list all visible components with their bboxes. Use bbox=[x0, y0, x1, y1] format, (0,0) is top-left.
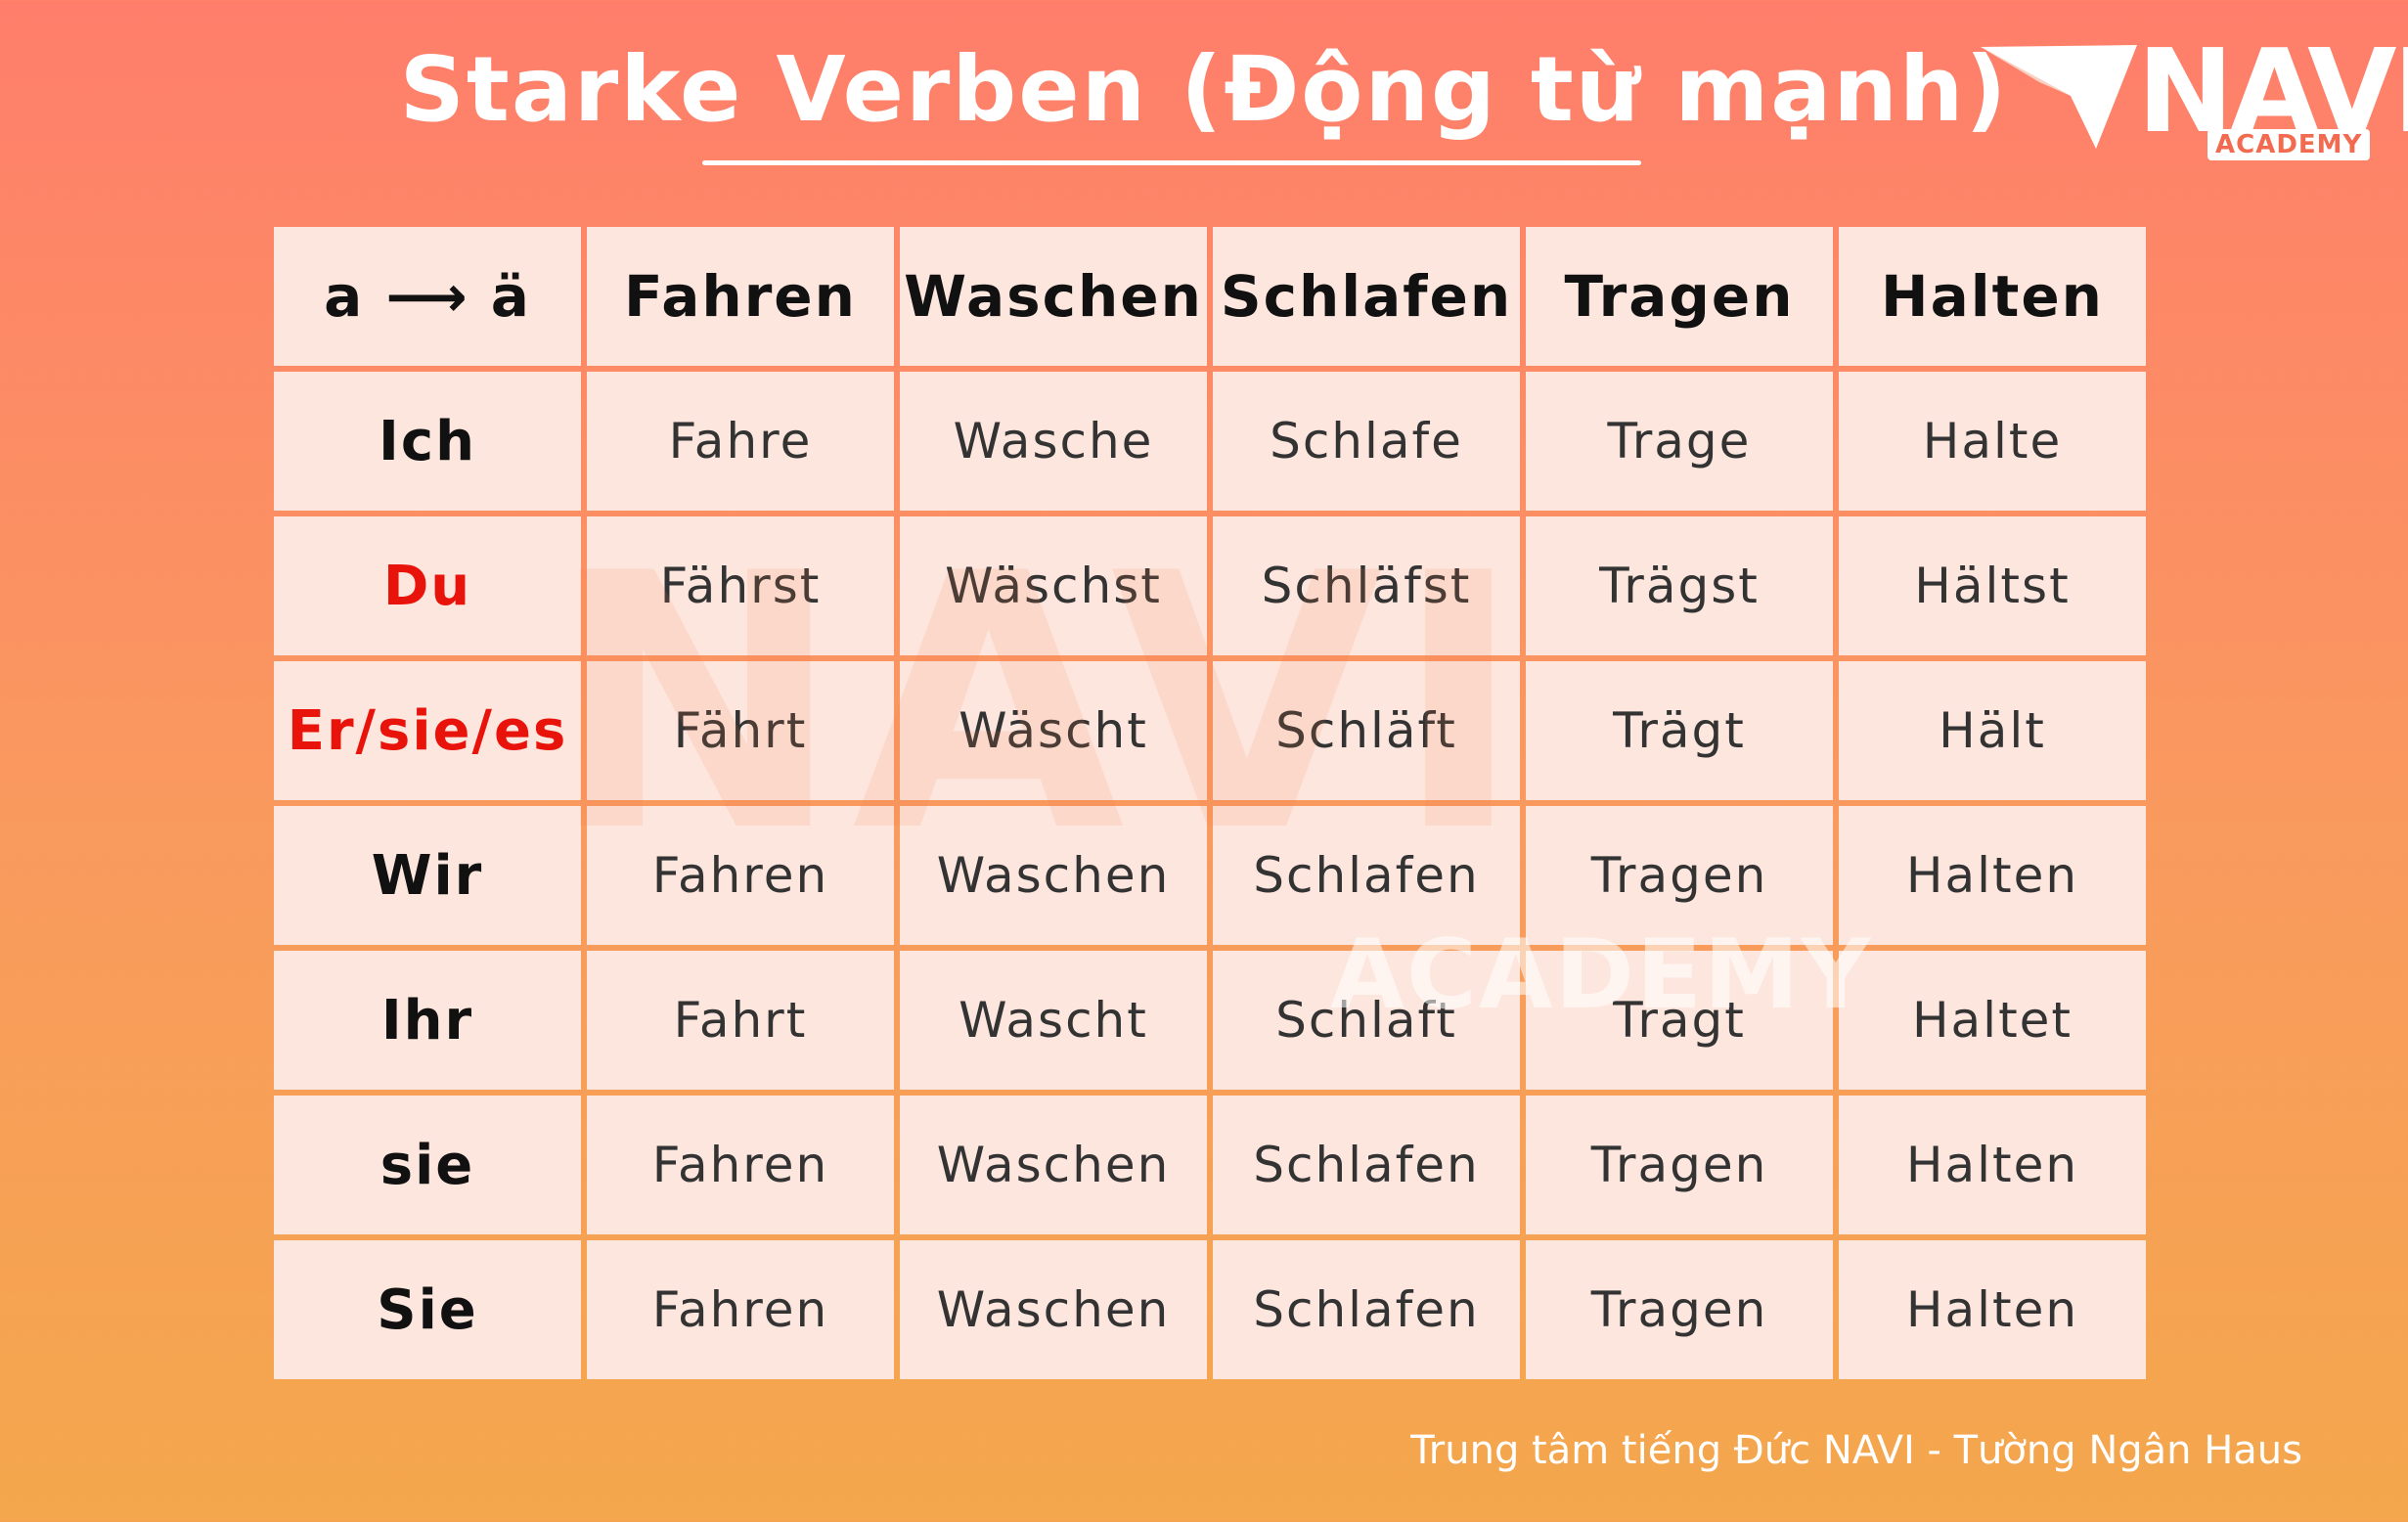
title-underline bbox=[702, 160, 1641, 165]
conjugation-table: a ⟶ ä Fahren Waschen Schlafen Tragen Hal… bbox=[268, 221, 2152, 1385]
table-row: Ich Fahre Wasche Schlafe Trage Halte bbox=[274, 372, 2146, 511]
form-cell: Fahren bbox=[587, 1240, 894, 1379]
form-cell: Halten bbox=[1839, 806, 2146, 945]
pronoun-cell: sie bbox=[274, 1096, 581, 1234]
table-row: sie Fahren Waschen Schlafen Tragen Halte… bbox=[274, 1096, 2146, 1234]
form-cell: Waschen bbox=[900, 1240, 1207, 1379]
navi-logo: NAVI ACADEMY bbox=[1981, 33, 2408, 166]
form-cell: Schläfst bbox=[1213, 516, 1520, 655]
form-cell: Halten bbox=[1839, 1096, 2146, 1234]
form-cell: Tragen bbox=[1526, 1240, 1833, 1379]
form-cell: Hältst bbox=[1839, 516, 2146, 655]
paper-plane-icon bbox=[1981, 45, 2137, 149]
form-cell: Waschen bbox=[900, 1096, 1207, 1234]
form-cell: Halte bbox=[1839, 372, 2146, 511]
form-cell: Schlafe bbox=[1213, 372, 1520, 511]
form-cell: Tragen bbox=[1526, 1096, 1833, 1234]
form-cell: Hält bbox=[1839, 661, 2146, 800]
table-row: Du Fährst Wäschst Schläfst Trägst Hältst bbox=[274, 516, 2146, 655]
form-cell: Wäscht bbox=[900, 661, 1207, 800]
pronoun-cell: Er/sie/es bbox=[274, 661, 581, 800]
form-cell: Fährt bbox=[587, 661, 894, 800]
pronoun-cell: Wir bbox=[274, 806, 581, 945]
verb-header: Waschen bbox=[900, 227, 1207, 366]
corner-cell: a ⟶ ä bbox=[274, 227, 581, 366]
table-row: Er/sie/es Fährt Wäscht Schläft Trägt Häl… bbox=[274, 661, 2146, 800]
pronoun-cell: Ich bbox=[274, 372, 581, 511]
verb-header: Tragen bbox=[1526, 227, 1833, 366]
form-cell: Fahre bbox=[587, 372, 894, 511]
form-cell: Fahrt bbox=[587, 951, 894, 1090]
form-cell: Tragt bbox=[1526, 951, 1833, 1090]
form-cell: Trägst bbox=[1526, 516, 1833, 655]
form-cell: Waschen bbox=[900, 806, 1207, 945]
footer-credit: Trung tâm tiếng Đức NAVI - Tường Ngân Ha… bbox=[1410, 1428, 2302, 1473]
form-cell: Tragen bbox=[1526, 806, 1833, 945]
pronoun-cell: Ihr bbox=[274, 951, 581, 1090]
form-cell: Fährst bbox=[587, 516, 894, 655]
verb-header: Fahren bbox=[587, 227, 894, 366]
form-cell: Schlafen bbox=[1213, 806, 1520, 945]
form-cell: Schläft bbox=[1213, 661, 1520, 800]
form-cell: Halten bbox=[1839, 1240, 2146, 1379]
form-cell: Wascht bbox=[900, 951, 1207, 1090]
form-cell: Fahren bbox=[587, 806, 894, 945]
form-cell: Schlafen bbox=[1213, 1240, 1520, 1379]
verb-header: Halten bbox=[1839, 227, 2146, 366]
page-title: Starke Verben (Động từ mạnh) bbox=[399, 37, 2009, 142]
form-cell: Trage bbox=[1526, 372, 1833, 511]
pronoun-cell: Sie bbox=[274, 1240, 581, 1379]
form-cell: Wasche bbox=[900, 372, 1207, 511]
table-row: Wir Fahren Waschen Schlafen Tragen Halte… bbox=[274, 806, 2146, 945]
header-row: a ⟶ ä Fahren Waschen Schlafen Tragen Hal… bbox=[274, 227, 2146, 366]
table-row: Sie Fahren Waschen Schlafen Tragen Halte… bbox=[274, 1240, 2146, 1379]
verb-header: Schlafen bbox=[1213, 227, 1520, 366]
form-cell: Schlafen bbox=[1213, 1096, 1520, 1234]
form-cell: Trägt bbox=[1526, 661, 1833, 800]
table-row: Ihr Fahrt Wascht Schlaft Tragt Haltet bbox=[274, 951, 2146, 1090]
logo-subtext: ACADEMY bbox=[2207, 129, 2371, 160]
pronoun-cell: Du bbox=[274, 516, 581, 655]
form-cell: Fahren bbox=[587, 1096, 894, 1234]
form-cell: Haltet bbox=[1839, 951, 2146, 1090]
form-cell: Schlaft bbox=[1213, 951, 1520, 1090]
form-cell: Wäschst bbox=[900, 516, 1207, 655]
